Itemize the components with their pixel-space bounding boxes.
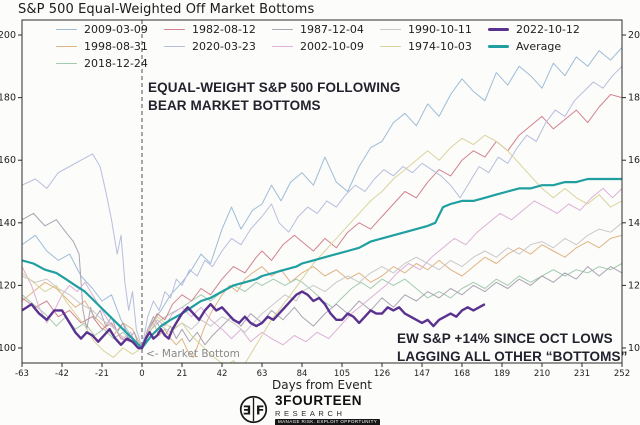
x-tick-label: 84: [297, 369, 308, 379]
logo-name: 3FOURTEEN: [275, 393, 363, 408]
legend-item-1982-08-12: 1982-08-12: [164, 21, 266, 38]
legend-swatch: [380, 28, 401, 31]
y-tick-label: 160: [0, 155, 16, 166]
legend-label: 2022-10-12: [516, 23, 580, 36]
x-tick-label: 105: [334, 369, 350, 379]
x-tick-label: 168: [454, 369, 470, 379]
x-axis-label: Days from Event: [272, 378, 372, 392]
svg-text:F: F: [256, 403, 265, 418]
legend-item-1998-08-31: 1998-08-31: [56, 38, 158, 55]
logo-subtitle: RESEARCH: [275, 408, 346, 418]
x-tick-label: 210: [534, 369, 550, 379]
y-tick-label: 140: [628, 218, 640, 229]
legend-item-2009-03-09: 2009-03-09: [56, 21, 158, 38]
legend-item-2002-10-09: 2002-10-09: [272, 38, 374, 55]
legend-swatch: [56, 28, 77, 31]
x-tick-label: 0: [139, 369, 144, 379]
x-tick-label: 252: [614, 369, 630, 379]
legend-swatch: [56, 45, 77, 48]
logo-tagline: MANAGE RISK. EXPLOIT OPPORTUNITY: [275, 419, 381, 425]
note-line2: LAGGING ALL OTHER “BOTTOMS”: [397, 348, 628, 364]
y-tick-label: 140: [0, 218, 16, 229]
legend: 2009-03-09 1998-08-31 2018-12-24 1982-08-12…: [56, 21, 590, 72]
x-tick-label: 147: [414, 369, 430, 379]
series-line-2009-03-09: [22, 47, 622, 349]
logo-text: 3FOURTEEN RESEARCH MANAGE RISK. EXPLOIT …: [275, 393, 381, 425]
legend-column: 2022-10-12 Average: [488, 21, 590, 72]
x-tick-label: -42: [55, 369, 69, 379]
legend-swatch: [488, 45, 509, 48]
legend-item-1987-12-04: 1987-12-04: [272, 21, 374, 38]
series-line-average: [22, 177, 622, 350]
y-tick-label: 100: [628, 343, 640, 354]
legend-item-1990-10-11: 1990-10-11: [380, 21, 482, 38]
legend-label: 1974-10-03: [408, 40, 472, 53]
x-tick-label: 42: [217, 369, 228, 379]
y-tick-label: 180: [0, 93, 16, 104]
y-tick-label: 100: [0, 343, 16, 354]
legend-label: 1987-12-04: [300, 23, 364, 36]
legend-label: 1990-10-11: [408, 23, 472, 36]
series-line-2020-03-23: [22, 65, 622, 349]
market-bottom-label: <- Market Bottom: [146, 348, 240, 360]
3fourteen-logo-icon: Ǝ F: [239, 396, 268, 424]
x-tick-label: 63: [257, 369, 268, 379]
legend-label: 2002-10-09: [300, 40, 364, 53]
legend-item-2022-10-12: 2022-10-12: [488, 21, 590, 38]
legend-swatch: [272, 45, 293, 48]
series-line-2018-12-24: [22, 263, 622, 349]
y-tick-label: 120: [0, 280, 16, 291]
legend-swatch: [164, 28, 185, 31]
legend-label: 2018-12-24: [84, 57, 148, 70]
legend-label: 2020-03-23: [192, 40, 256, 53]
legend-column: 1990-10-11 1974-10-03: [380, 21, 482, 72]
svg-text:Ǝ: Ǝ: [243, 403, 252, 418]
x-tick-label: 21: [177, 369, 188, 379]
headline-line1: EQUAL-WEIGHT S&P 500 FOLLOWING: [148, 80, 401, 95]
series-line-1987-12-04: [22, 212, 622, 349]
x-tick-label: -21: [95, 369, 109, 379]
series-line-2022-10-12: [22, 290, 486, 350]
note-line1: EW S&P +14% SINCE OCT LOWS: [397, 331, 613, 346]
legend-swatch: [380, 45, 401, 48]
y-tick-label: 200: [628, 30, 640, 41]
legend-label: 2009-03-09: [84, 23, 148, 36]
legend-swatch: [56, 62, 77, 65]
legend-item-average: Average: [488, 38, 590, 55]
lagging-note-annotation: EW S&P +14% SINCE OCT LOWS LAGGING ALL O…: [397, 330, 627, 365]
x-tick-label: 189: [494, 369, 510, 379]
x-tick-label: 126: [374, 369, 390, 379]
legend-label: 1998-08-31: [84, 40, 148, 53]
x-tick-label: -63: [15, 369, 29, 379]
y-tick-label: 180: [628, 93, 640, 104]
series-line-1990-10-11: [22, 222, 622, 349]
legend-item-1974-10-03: 1974-10-03: [380, 38, 482, 55]
legend-swatch: [272, 28, 293, 31]
chart-title: S&P 500 Equal-Weighted Off Market Bottom…: [18, 2, 315, 17]
headline-annotation: EQUAL-WEIGHT S&P 500 FOLLOWING BEAR MARK…: [148, 79, 401, 114]
x-tick-label: 231: [574, 369, 590, 379]
legend-swatch: [164, 45, 185, 48]
series-line-1974-10-03: [22, 134, 622, 363]
y-tick-label: 200: [0, 30, 16, 41]
legend-label: 1982-08-12: [192, 23, 256, 36]
legend-column: 2009-03-09 1998-08-31 2018-12-24: [56, 21, 158, 72]
3fourteen-logo: Ǝ F 3FOURTEEN RESEARCH MANAGE RISK. EXPL…: [239, 393, 381, 425]
legend-item-2018-12-24: 2018-12-24: [56, 55, 158, 72]
plot-frame: [21, 19, 623, 364]
legend-swatch: [488, 28, 509, 31]
legend-column: 1982-08-12 2020-03-23: [164, 21, 266, 72]
y-tick-label: 160: [628, 155, 640, 166]
headline-line2: BEAR MARKET BOTTOMS: [148, 97, 321, 113]
legend-item-2020-03-23: 2020-03-23: [164, 38, 266, 55]
series-line-1998-08-31: [22, 234, 622, 358]
y-tick-label: 120: [628, 280, 640, 291]
legend-label: Average: [516, 40, 562, 53]
legend-column: 1987-12-04 2002-10-09: [272, 21, 374, 72]
